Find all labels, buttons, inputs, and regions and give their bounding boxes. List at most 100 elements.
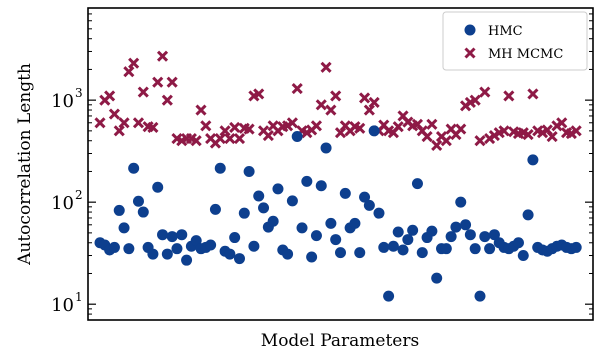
hmc-point	[373, 207, 385, 219]
mh-mcmc-point	[214, 133, 226, 145]
hmc-point	[464, 229, 476, 241]
mh-mcmc-point-stroke	[431, 139, 443, 151]
hmc-point	[181, 254, 193, 266]
mh-mcmc-point-stroke	[498, 125, 510, 137]
mh-mcmc-point-stroke	[455, 123, 467, 135]
hmc-point	[176, 229, 188, 241]
mh-mcmc-point-stroke	[219, 125, 231, 137]
mh-mcmc-point-stroke	[310, 120, 323, 132]
mh-mcmc-point-stroke	[383, 125, 395, 137]
hmc-point	[512, 237, 524, 249]
hmc-point	[387, 240, 399, 252]
hmc-point	[205, 239, 217, 251]
hmc-point	[123, 243, 135, 255]
mh-mcmc-point	[190, 135, 202, 147]
hmc-point	[522, 209, 534, 221]
mh-mcmc-point-stroke	[392, 121, 404, 133]
mh-mcmc-point	[123, 66, 135, 78]
mh-mcmc-point-stroke	[411, 118, 424, 130]
hmc-point	[445, 231, 457, 243]
hmc-point	[339, 187, 351, 199]
mh-mcmc-point-stroke	[291, 82, 303, 95]
mh-mcmc-point-stroke	[320, 61, 332, 73]
mh-mcmc-point-stroke	[325, 104, 337, 116]
mh-mcmc-point	[440, 135, 452, 147]
mh-mcmc-point-stroke	[330, 90, 342, 102]
mh-mcmc-point-stroke	[435, 130, 448, 143]
hmc-point	[392, 226, 404, 238]
mh-mcmc-point	[113, 125, 125, 137]
mh-mcmc-point	[392, 121, 404, 133]
mh-mcmc-point-stroke	[561, 127, 573, 139]
legend-box	[442, 11, 588, 71]
hmc-point	[335, 247, 346, 259]
hmc-point	[455, 196, 467, 208]
mh-mcmc-point-stroke	[224, 133, 236, 145]
hmc-point	[118, 222, 130, 234]
mh-mcmc-point	[219, 125, 231, 137]
mh-mcmc-point	[426, 118, 438, 130]
hmc-point	[171, 243, 183, 255]
mh-mcmc-point-stroke	[118, 117, 130, 129]
hmc-point	[469, 243, 481, 255]
mh-mcmc-point-stroke	[426, 118, 438, 130]
mh-mcmc-point-stroke	[166, 76, 178, 88]
hmc-point	[272, 183, 284, 195]
mh-mcmc-point-stroke	[527, 88, 539, 100]
hmc-point	[161, 248, 173, 260]
mh-mcmc-point	[363, 104, 375, 116]
mh-mcmc-point	[128, 57, 140, 69]
hmc-point	[137, 206, 149, 218]
hmc-point	[320, 142, 332, 154]
mh-mcmc-point-stroke	[243, 123, 255, 135]
legend-hmc-marker	[464, 24, 476, 36]
mh-mcmc-point	[161, 94, 173, 106]
mh-mcmc-point-stroke	[556, 117, 568, 129]
mh-mcmc-point-stroke	[397, 110, 409, 122]
mh-mcmc-point-stroke	[445, 123, 457, 135]
mh-mcmc-point-stroke	[378, 119, 390, 131]
y-tick-exponent: 3	[75, 86, 83, 100]
hmc-point	[527, 154, 539, 166]
mh-mcmc-point	[104, 90, 116, 102]
mh-mcmc-point	[108, 108, 120, 120]
mh-mcmc-point-stroke	[349, 121, 361, 133]
mh-mcmc-point	[474, 135, 486, 147]
mh-mcmc-point-stroke	[190, 135, 202, 147]
hmc-point	[450, 221, 462, 233]
hmc-point	[460, 219, 472, 231]
hmc-point	[315, 180, 327, 192]
hmc-point	[368, 125, 380, 137]
mh-mcmc-point-stroke	[94, 117, 106, 129]
hmc-point	[291, 131, 303, 143]
mh-mcmc-point-stroke	[339, 120, 351, 132]
mh-mcmc-point	[315, 99, 327, 111]
hmc-point	[383, 290, 395, 302]
hmc-point	[440, 243, 452, 255]
mh-mcmc-point-stroke	[257, 125, 270, 137]
mh-mcmc-point	[455, 123, 467, 135]
mh-mcmc-point-stroke	[421, 130, 433, 143]
hmc-point	[258, 202, 270, 214]
y-tick-label: 10	[51, 193, 74, 214]
hmc-point	[282, 248, 294, 260]
hmc-point	[190, 235, 202, 247]
mh-mcmc-point	[229, 121, 241, 134]
mh-mcmc-point-stroke	[262, 129, 274, 142]
mh-mcmc-point-stroke	[200, 120, 212, 132]
hmc-point	[166, 231, 178, 243]
mh-mcmc-point	[325, 104, 337, 116]
hmc-point	[310, 230, 322, 242]
mh-mcmc-point-stroke	[229, 121, 241, 134]
mh-mcmc-point	[431, 139, 443, 151]
mh-mcmc-point	[233, 133, 246, 145]
mh-mcmc-point	[243, 123, 255, 135]
legend-mh-x	[464, 47, 476, 59]
x-axis-label: Model Parameters	[261, 331, 419, 351]
mh-mcmc-point-stroke	[315, 99, 327, 111]
mh-mcmc-point-stroke	[532, 125, 544, 137]
mh-mcmc-point	[200, 120, 212, 132]
mh-mcmc-point-stroke	[503, 90, 515, 102]
